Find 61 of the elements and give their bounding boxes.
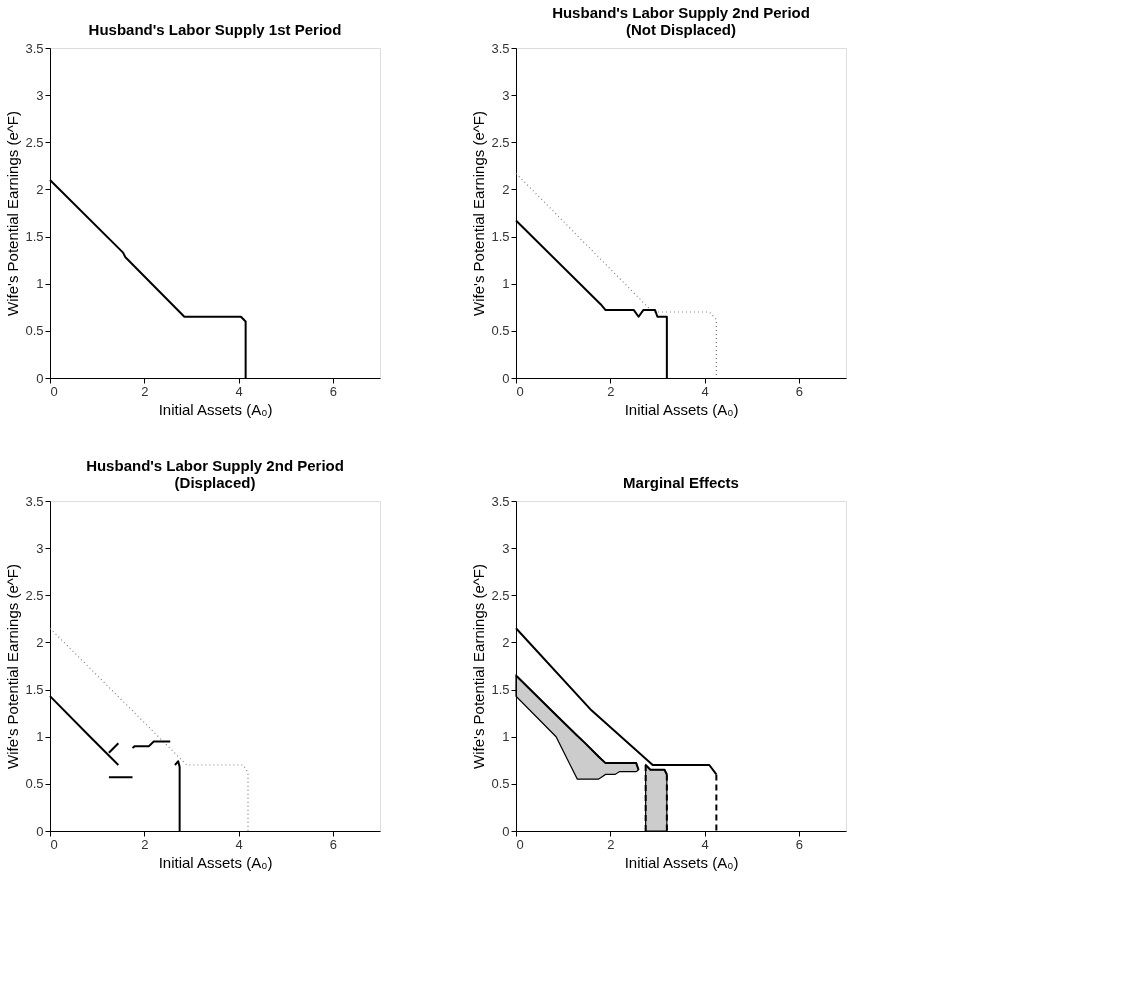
x-tick-label: 2 <box>141 836 149 852</box>
y-tick-label: 3 <box>502 540 510 556</box>
x-tick-label: 4 <box>701 836 709 852</box>
x-tick-label: 4 <box>701 383 709 399</box>
y-axis-title: Wife's Potential Earnings (e^F) <box>470 111 488 316</box>
y-tick-label: 2 <box>36 181 44 197</box>
y-tick-label: 1.5 <box>25 229 44 245</box>
y-tick-label: 3 <box>502 87 510 103</box>
x-tick-label: 2 <box>607 836 615 852</box>
x-axis-title: Initial Assets (A₀) <box>624 853 739 871</box>
y-tick-label: 0.5 <box>491 776 510 792</box>
x-axis-title: Initial Assets (A₀) <box>158 853 273 871</box>
y-tick-label: 1.5 <box>25 682 44 698</box>
y-tick-label: 3.5 <box>25 493 44 509</box>
chart-title: Husband's Labor Supply 2nd Period (Displaced) <box>86 457 344 491</box>
x-axis-title: Initial Assets (A₀) <box>158 400 273 418</box>
y-tick-label: 1.5 <box>491 229 510 245</box>
y-tick-label: 2.5 <box>491 134 510 150</box>
chart-title: Husband's Labor Supply 2nd Period (Not Displaced) <box>552 4 810 38</box>
y-tick-label: 1.5 <box>491 682 510 698</box>
y-tick-label: 3.5 <box>491 493 510 509</box>
x-tick-label: 2 <box>607 383 615 399</box>
y-tick-label: 0.5 <box>25 776 44 792</box>
y-tick-label: 0.5 <box>25 323 44 339</box>
y-tick-label: 0.5 <box>491 323 510 339</box>
y-tick-label: 3 <box>36 540 44 556</box>
chart-title: Husband's Labor Supply 1st Period <box>88 21 342 38</box>
y-axis-title: Wife's Potential Earnings (e^F) <box>4 111 22 316</box>
y-tick-label: 3.5 <box>25 40 44 56</box>
y-tick-label: 2 <box>36 634 44 650</box>
chart-title: Marginal Effects <box>623 474 739 491</box>
y-tick-label: 1 <box>502 729 510 745</box>
y-tick-label: 1 <box>36 729 44 745</box>
x-tick-label: 6 <box>329 836 337 852</box>
x-tick-label: 4 <box>235 383 243 399</box>
y-tick-label: 2.5 <box>491 587 510 603</box>
y-tick-label: 1 <box>502 276 510 292</box>
y-tick-label: 0 <box>502 823 510 839</box>
y-tick-label: 1 <box>36 276 44 292</box>
y-axis-title: Wife's Potential Earnings (e^F) <box>470 564 488 769</box>
y-tick-label: 3 <box>36 87 44 103</box>
x-tick-label: 0 <box>516 383 524 399</box>
x-tick-label: 6 <box>795 836 803 852</box>
y-tick-label: 2 <box>502 634 510 650</box>
x-axis-title: Initial Assets (A₀) <box>624 400 739 418</box>
y-tick-label: 0 <box>36 823 44 839</box>
x-tick-label: 0 <box>516 836 524 852</box>
y-tick-label: 2.5 <box>25 587 44 603</box>
x-tick-label: 4 <box>235 836 243 852</box>
y-tick-label: 2 <box>502 181 510 197</box>
line-series <box>49 627 249 832</box>
y-tick-label: 2.5 <box>25 134 44 150</box>
y-axis-title: Wife's Potential Earnings (e^F) <box>4 564 22 769</box>
y-tick-label: 0 <box>36 370 44 386</box>
y-tick-label: 0 <box>502 370 510 386</box>
x-tick-label: 0 <box>50 836 58 852</box>
x-tick-label: 0 <box>50 383 58 399</box>
y-tick-label: 3.5 <box>491 40 510 56</box>
x-tick-label: 6 <box>329 383 337 399</box>
x-tick-label: 2 <box>141 383 149 399</box>
x-tick-label: 6 <box>795 383 803 399</box>
